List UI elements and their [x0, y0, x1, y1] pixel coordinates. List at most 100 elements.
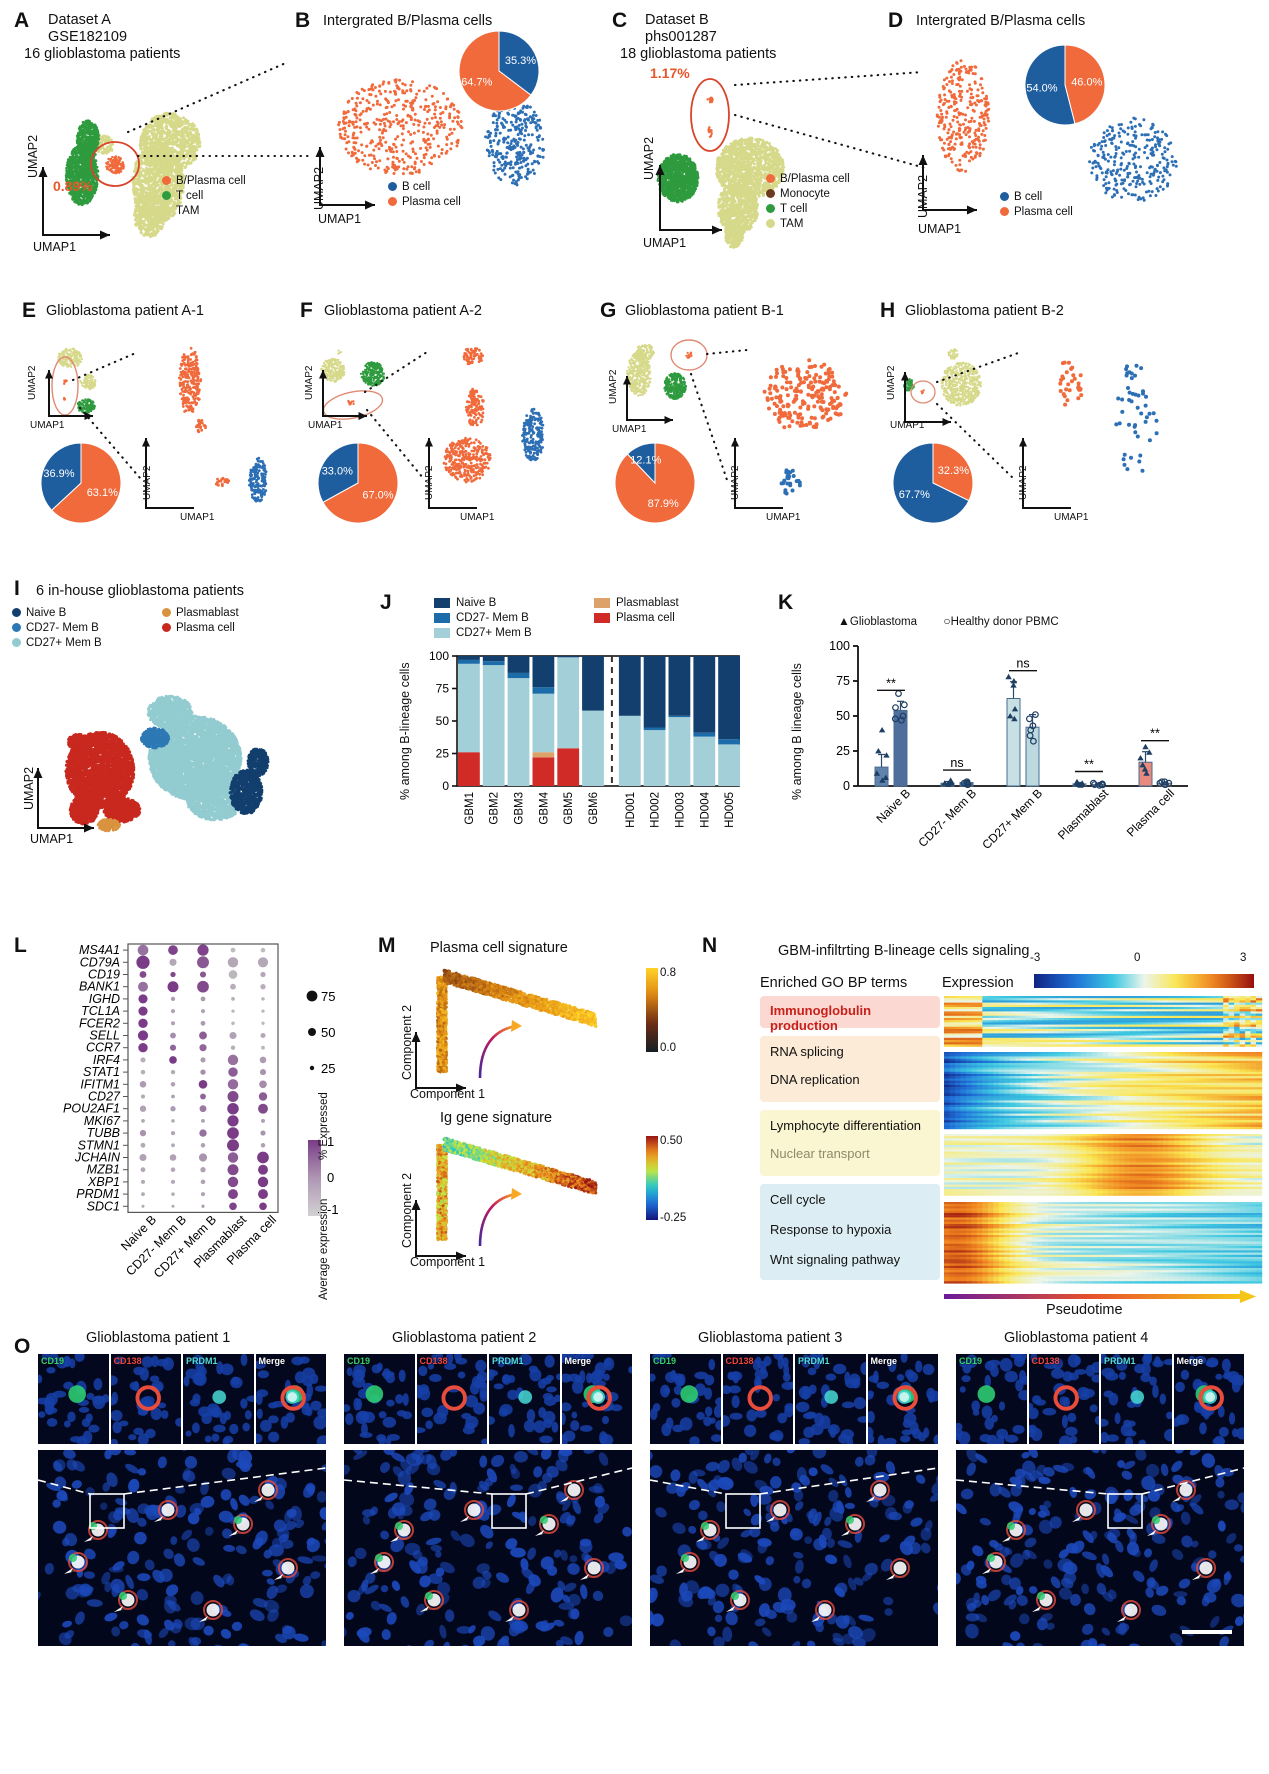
panel-o-channel-cell: PRDM1	[183, 1354, 254, 1444]
panel-k-point-triangle	[1010, 682, 1017, 688]
panel-l-dot	[169, 1154, 177, 1161]
panel-k-point-circle	[1098, 780, 1106, 788]
legend-label: B/Plasma cell	[780, 173, 850, 185]
panel-l-dot	[227, 1079, 239, 1090]
panel-l-dot	[140, 1142, 146, 1148]
panel-k-x-tick: Plasmablast	[1055, 786, 1112, 843]
legend-swatch-icon	[766, 204, 775, 214]
panel-l-dot	[258, 1103, 268, 1114]
panel-l-dot	[200, 1069, 206, 1075]
go-term-dna-replication: DNA replication	[770, 1072, 860, 1087]
panel-o-channel-cell: Merge	[867, 1354, 938, 1444]
legend-swatch-icon	[12, 608, 21, 618]
panel-l-dot	[260, 1032, 266, 1039]
panel-m-plot-2	[398, 1128, 688, 1288]
panel-o-channel-cell: CD138	[722, 1354, 793, 1444]
panel-k-point-triangle	[1073, 778, 1081, 785]
panel-l-size-legend-dot	[309, 1065, 315, 1071]
legend-item-b-plasma-cell: B/Plasma cell	[766, 172, 850, 187]
panel-o-channel-strip: CD19 CD138 PRDM1 Merge	[344, 1354, 632, 1444]
pie-slice-label: 54.0%	[1026, 82, 1057, 94]
panel-l-dot	[228, 1067, 238, 1077]
panel-l-dot	[140, 1167, 146, 1173]
panel-l-dot	[197, 944, 209, 956]
panel-g-xaxis-label-1: UMAP1	[612, 424, 646, 435]
legend-item-naive-b: Naive B	[434, 596, 594, 611]
panel-o-channel-label: CD19	[347, 1356, 370, 1366]
panel-o-channel-cell: Merge	[1173, 1354, 1244, 1444]
panel-k-point-circle	[1098, 781, 1106, 789]
legend-swatch-icon	[162, 608, 171, 618]
panel-l-dot	[227, 1091, 239, 1102]
panel-l-dot	[138, 981, 148, 992]
panel-o-channel-label: PRDM1	[186, 1356, 218, 1366]
panel-g-yaxis-label-2: UMAP2	[730, 466, 741, 500]
stacked-bar-segment	[668, 656, 691, 716]
panel-l-size-legend-dot	[308, 1028, 316, 1036]
panel-o-overview-field	[38, 1450, 326, 1646]
panel-l-dot	[228, 1189, 238, 1200]
panel-j-x-tick: GBM4	[538, 791, 550, 824]
stacked-bar-segment	[507, 678, 530, 786]
panel-l-dot	[200, 1192, 206, 1197]
legend-label: Plasmablast	[176, 607, 239, 619]
panel-o-channel-label: Merge	[259, 1356, 286, 1366]
panel-l-dot	[171, 1204, 175, 1208]
pie-slice-label: 67.0%	[362, 489, 393, 501]
panel-a-xaxis-label: UMAP1	[33, 240, 76, 254]
panel-o-inset-box	[1107, 1493, 1143, 1529]
panel-l-dot	[200, 996, 206, 1002]
panel-l-dot	[230, 947, 236, 953]
panel-l-dot	[200, 1009, 206, 1014]
legend-swatch-icon	[162, 206, 171, 216]
panel-l-dot	[170, 1069, 176, 1075]
panel-l-gene-label: TUBB	[87, 1126, 120, 1140]
panel-l-dot	[227, 1139, 239, 1152]
legend-swatch-icon	[594, 597, 610, 608]
panel-l-dot	[261, 1045, 265, 1050]
panel-j-x-tick: GBM1	[464, 792, 476, 825]
panel-l-dot	[200, 1179, 206, 1185]
stacked-bar-segment	[693, 656, 716, 733]
panel-o-channel-label: Merge	[565, 1356, 592, 1366]
panel-j-legend: Naive B CD27- Mem B CD27+ Mem B Plasmabl…	[434, 596, 754, 641]
legend-item-tam: TAM	[162, 204, 246, 219]
go-term-cell-cycle: Cell cycle	[770, 1192, 826, 1207]
panel-label-a: A	[14, 10, 29, 31]
legend-item-naive-b: Naive B	[12, 606, 162, 621]
go-term-lymphocyte-differentiation: Lymphocyte differentiation	[770, 1118, 921, 1133]
panel-l-dot	[201, 1204, 205, 1208]
panel-o-channel-label: PRDM1	[1104, 1356, 1136, 1366]
panel-g-pie-chart: 87.9% 12.1%	[614, 442, 696, 524]
panel-l-dot	[261, 997, 265, 1001]
panel-l-dot	[139, 971, 147, 978]
panel-l-dot	[228, 970, 238, 979]
panel-l-dot	[170, 1032, 176, 1039]
panel-o-channel-label: CD138	[726, 1356, 754, 1366]
panel-l-gene-label: IGHD	[89, 992, 120, 1006]
stacked-bar-segment	[668, 715, 691, 718]
legend-swatch-icon	[12, 623, 21, 633]
panel-k-point-triangle	[883, 752, 890, 758]
panel-j-x-tick: HD005	[724, 792, 736, 828]
legend-item-cd27-pos-mem-b: CD27+ Mem B	[12, 636, 162, 651]
stacked-bar-segment	[458, 752, 480, 786]
legend-swatch-icon	[434, 627, 450, 638]
legend-label-healthy-donor: Healthy donor PBMC	[951, 616, 1059, 628]
panel-h-group	[875, 330, 1185, 530]
panel-k-y-tick: 100	[829, 639, 850, 653]
panel-l-dot	[227, 1102, 239, 1115]
panel-k-point-circle	[895, 690, 902, 697]
panel-e-title: Glioblastoma patient A-1	[46, 303, 204, 319]
pie-slice-label: 67.7%	[899, 489, 930, 501]
panel-l-dot	[257, 1151, 269, 1164]
panel-k-point-triangle	[1007, 713, 1014, 719]
panel-l-dot	[257, 1176, 269, 1188]
panel-a-legend: B/Plasma cell T cell TAM	[162, 174, 246, 219]
panel-m-cbar-max-2: 0.50	[660, 1135, 682, 1147]
pie-slice-label: 64.7%	[461, 77, 492, 89]
panel-l-dot	[170, 1082, 176, 1087]
panel-j-y-tick: 25	[436, 747, 450, 761]
panel-k-y-tick: 75	[836, 674, 850, 688]
